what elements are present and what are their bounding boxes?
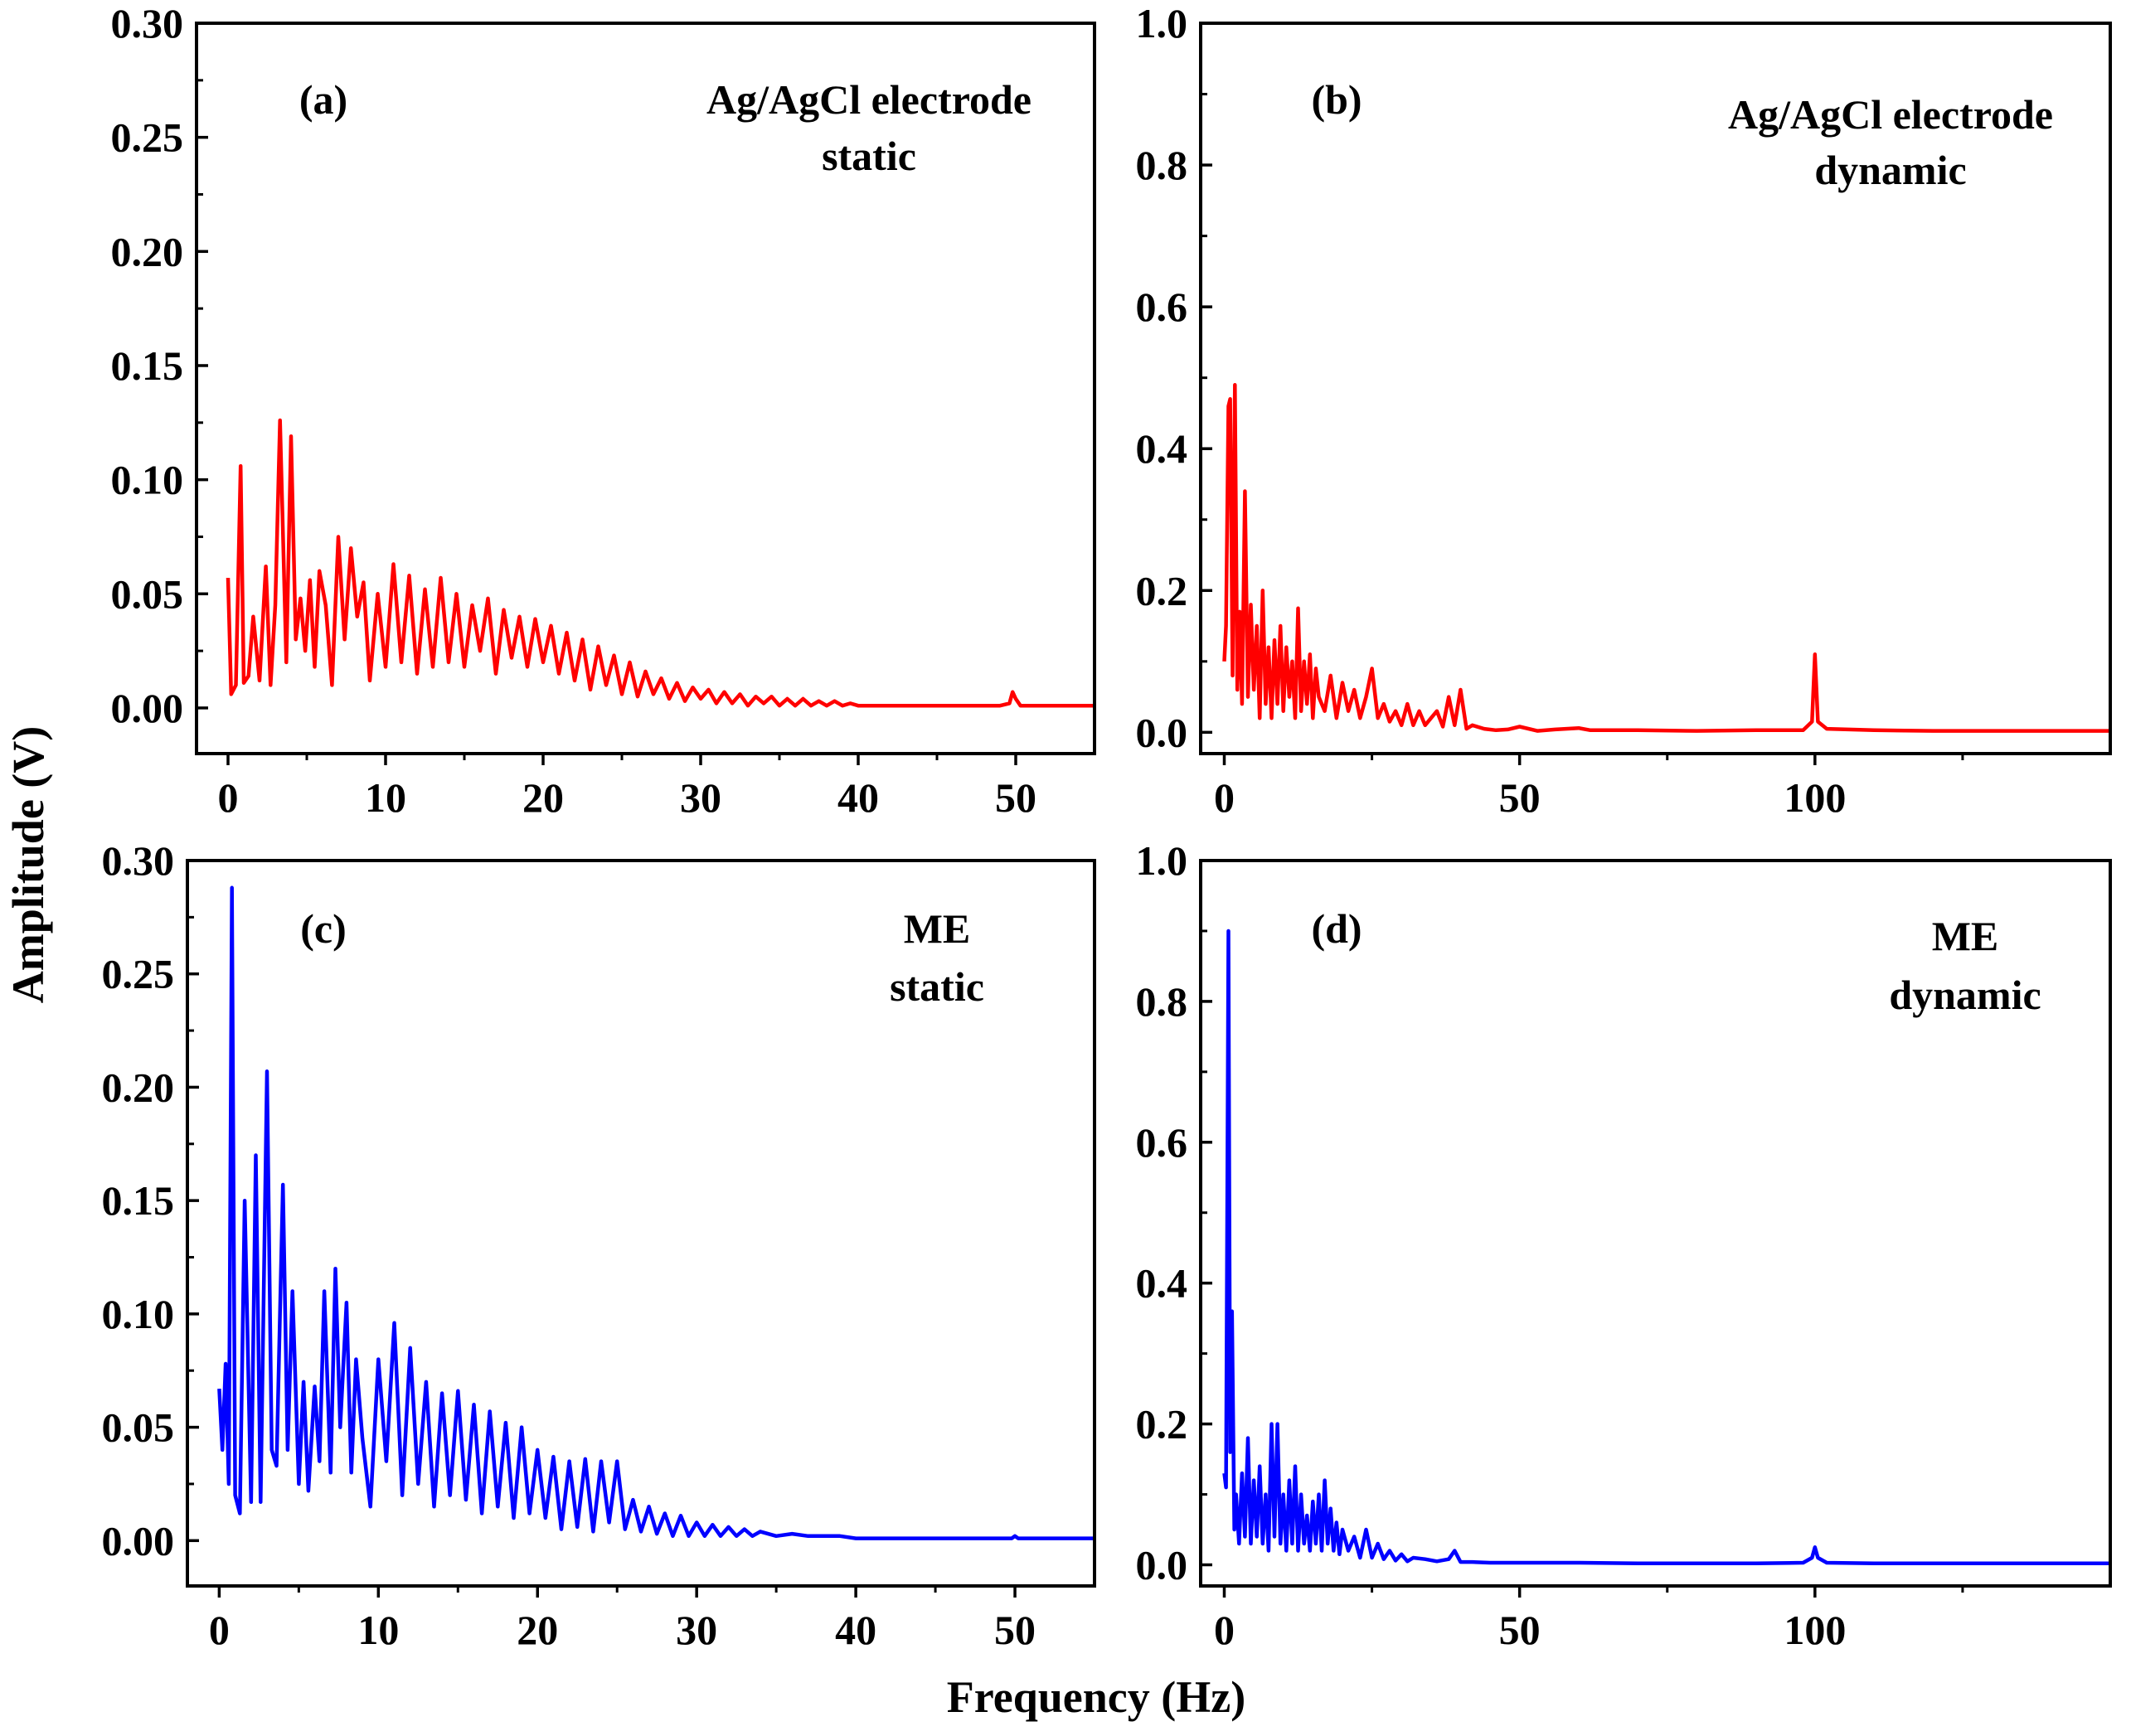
x-tick-label-d: 50 <box>1499 1607 1541 1653</box>
y-tick-label-b: 0.8 <box>1136 142 1188 188</box>
x-tick-label-c: 50 <box>994 1607 1036 1653</box>
annotation-line2-a: static <box>822 133 916 179</box>
panels: 0.000.050.100.150.200.250.300 10 20 30 40 50(… <box>102 0 2112 1653</box>
panel-d: 0.0 0.2 0.4 0.6 0.8 1.0 0 50 100 (d) ME dynamic <box>1136 837 2112 1653</box>
y-tick-label-a: 0.10 <box>111 457 184 503</box>
y-tick-label-c: 0.00 <box>102 1517 175 1564</box>
y-tick-label-b: 0.2 <box>1136 567 1188 613</box>
y-tick-label-c: 0.05 <box>102 1404 175 1451</box>
x-tick-label-c: 40 <box>835 1607 876 1653</box>
x-tick-label-d: 0 <box>1214 1607 1235 1653</box>
x-tick-label-a: 40 <box>837 774 879 821</box>
y-tick-label-a: 0.05 <box>111 570 184 617</box>
x-tick-label-b: 50 <box>1499 774 1541 821</box>
x-tick-label-b: 100 <box>1784 774 1846 821</box>
x-axis-title: Frequency (Hz) <box>947 1672 1245 1722</box>
series-line-b <box>1222 382 2110 733</box>
y-tick-label-d: 1.0 <box>1136 837 1188 884</box>
panel-c: 0.00 0.05 0.10 0.15 0.20 0.25 0.30 0 10 20 30 40 50 (… <box>102 837 1096 1653</box>
y-tick-label-a: 0.15 <box>111 342 184 389</box>
y-tick-label-b: 0.6 <box>1136 284 1188 330</box>
y-tick-label-d: 0.2 <box>1136 1401 1188 1447</box>
y-tick-label-a: 0.25 <box>111 114 184 161</box>
plot-frame-a <box>195 22 1096 755</box>
y-tick-label-b: 0.0 <box>1136 709 1188 755</box>
y-axis-title: Amplitude (V) <box>3 726 53 1004</box>
x-tick-label-a: 20 <box>522 774 564 821</box>
panel-label-c: (c) <box>300 905 347 952</box>
x-tick-label-c: 30 <box>676 1607 717 1653</box>
y-tick-label-c: 0.10 <box>102 1291 175 1337</box>
annotation-line1-a: Ag/AgCl electrode <box>706 76 1032 123</box>
y-tick-label-b: 0.4 <box>1136 425 1188 472</box>
y-tick-label-a: 0.00 <box>111 685 184 731</box>
y-tick-label-c: 0.15 <box>102 1177 175 1224</box>
y-tick-label-b: 1.0 <box>1136 0 1188 46</box>
annotation-line2-d: dynamic <box>1889 972 2041 1018</box>
x-tick-label-a: 30 <box>680 774 721 821</box>
y-tick-label-a: 0.30 <box>111 0 184 46</box>
series-line-d <box>1222 929 2110 1566</box>
annotation-line2-c: static <box>890 963 984 1010</box>
y-tick-label-d: 0.0 <box>1136 1542 1188 1588</box>
annotation-line2-b: dynamic <box>1814 147 1966 193</box>
x-tick-label-d: 100 <box>1784 1607 1846 1653</box>
x-tick-label-a: 10 <box>365 774 406 821</box>
y-tick-label-d: 0.6 <box>1136 1119 1188 1166</box>
x-tick-label-a: 50 <box>995 774 1036 821</box>
plot-frame-b <box>1199 22 2112 755</box>
y-tick-label-a: 0.20 <box>111 228 184 274</box>
annotation-line1-c: ME <box>904 905 971 952</box>
x-tick-label-b: 0 <box>1214 774 1235 821</box>
annotation-line1-b: Ag/AgCl electrode <box>1728 91 2053 138</box>
series-line-a <box>226 418 1095 708</box>
y-tick-label-d: 0.4 <box>1136 1260 1188 1307</box>
annotation-line1-d: ME <box>1932 913 1999 959</box>
x-tick-label-c: 0 <box>209 1607 230 1653</box>
y-tick-label-d: 0.8 <box>1136 978 1188 1025</box>
y-tick-label-c: 0.25 <box>102 951 175 997</box>
plot-frame-c <box>186 859 1096 1588</box>
series-line-c <box>217 885 1095 1540</box>
panel-b: 0.0 0.2 0.4 0.6 0.8 1.0 0 50 100 (b) Ag/AgCl elect… <box>1136 0 2112 821</box>
panel-label-b: (b) <box>1311 76 1362 123</box>
x-tick-label-c: 20 <box>517 1607 558 1653</box>
plot-frame-d <box>1199 859 2112 1588</box>
y-tick-label-c: 0.30 <box>102 837 175 884</box>
panel-a: 0.00 0.05 0.10 0.15 0.20 0.25 0.30 0 10 20 30 40 50 (… <box>111 0 1096 821</box>
x-tick-label-a: 0 <box>218 774 239 821</box>
y-tick-label-c: 0.20 <box>102 1064 175 1110</box>
panel-label-d: (d) <box>1311 905 1362 952</box>
panel-label-a: (a) <box>299 76 347 123</box>
x-tick-label-c: 10 <box>357 1607 399 1653</box>
